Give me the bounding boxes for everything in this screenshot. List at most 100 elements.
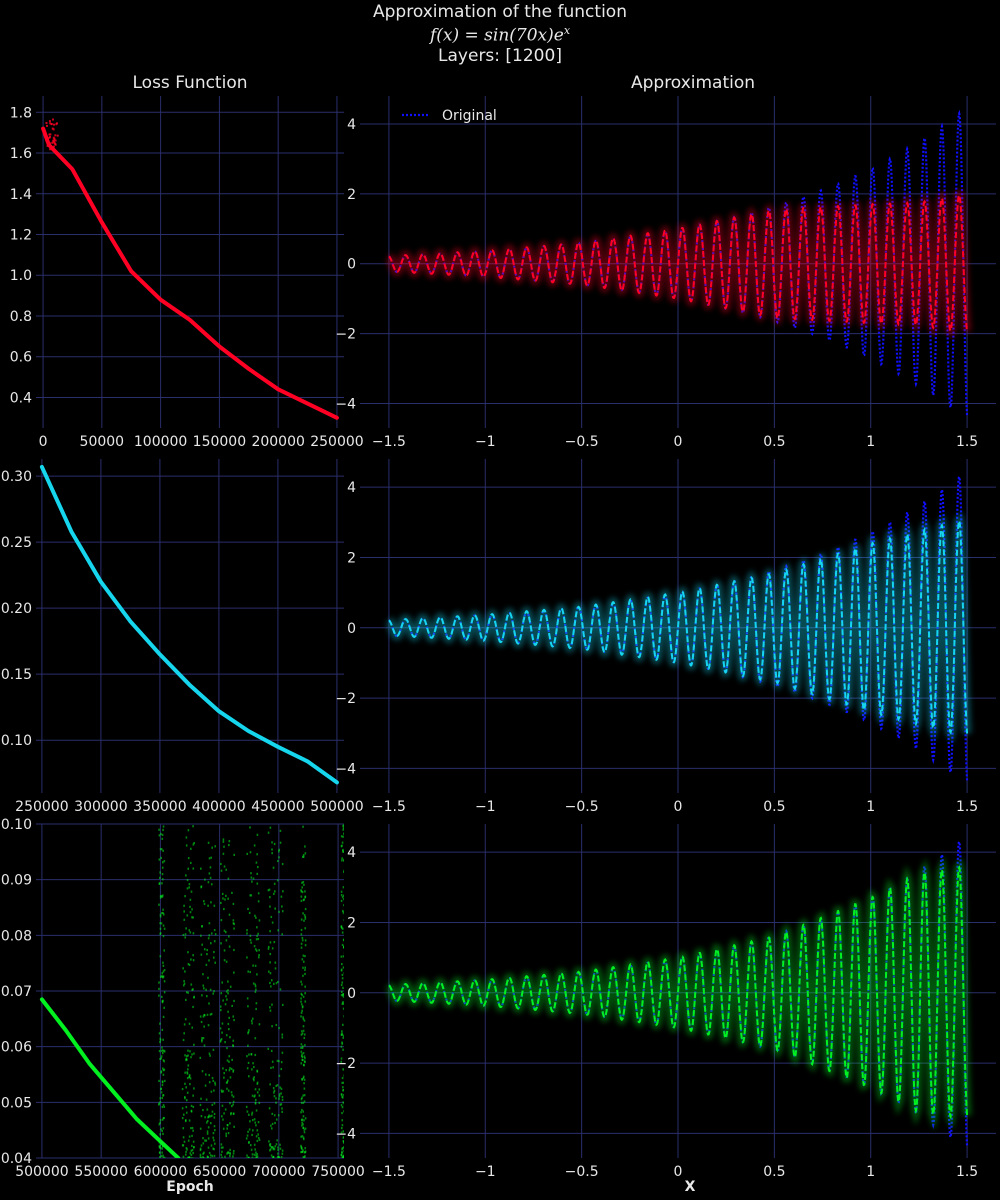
loss-noise-point (269, 941, 272, 944)
loss-noise-point (208, 959, 210, 962)
loss-noise-point (249, 970, 252, 974)
loss-noise-point (246, 1055, 248, 1058)
loss-noise-point (302, 912, 304, 915)
loss-noise-point (277, 1152, 279, 1155)
y-tick-label: 0 (347, 986, 356, 1002)
loss-noise-point (275, 1143, 278, 1146)
plot-area (385, 473, 972, 781)
loss-noise-point (220, 869, 223, 872)
loss-noise-point (275, 1097, 277, 1100)
loss-noise-point (159, 1037, 162, 1040)
x-tick-label: 1.5 (956, 1164, 978, 1180)
loss-noise-point (221, 1156, 223, 1158)
loss-noise-point (48, 142, 51, 145)
loss-noise-point (182, 967, 184, 970)
loss-noise-point (202, 1142, 205, 1145)
loss-noise-point (281, 1110, 283, 1113)
loss-noise-point (256, 1069, 259, 1072)
loss-noise-point (219, 1040, 222, 1043)
loss-noise-point (158, 987, 160, 990)
loss-noise-point (225, 1132, 227, 1135)
loss-curve (39, 997, 181, 1158)
loss-noise-point (231, 1058, 233, 1061)
loss-noise-point (222, 1146, 224, 1149)
loss-noise-point (186, 914, 189, 917)
loss-noise-point (304, 1057, 306, 1060)
loss-noise-point (190, 1110, 193, 1113)
loss-noise-point (246, 956, 248, 959)
loss-noise-point (274, 1121, 276, 1125)
loss-noise-point (206, 953, 208, 956)
loss-noise-point (43, 132, 46, 135)
loss-noise-point (341, 1148, 343, 1151)
loss-noise-point (340, 968, 343, 971)
loss-noise-point (303, 1033, 306, 1036)
loss-noise-point (221, 1031, 223, 1034)
loss-noise-point (211, 1110, 214, 1113)
loss-noise-point (213, 1139, 215, 1142)
x-tick-label: 0.5 (763, 1164, 785, 1180)
loss-noise-point (161, 878, 164, 881)
loss-noise-point (304, 968, 306, 972)
loss-noise-point (162, 1117, 165, 1120)
loss-noise-point (300, 1151, 302, 1154)
loss-noise-point (163, 1049, 165, 1052)
loss-noise-point (186, 1058, 188, 1061)
loss-noise-point (341, 994, 344, 997)
loss-noise-point (251, 1068, 253, 1071)
loss-noise-point (255, 861, 258, 864)
loss-noise-point (300, 899, 303, 902)
loss-noise-point (220, 1089, 223, 1092)
loss-noise-point (271, 1025, 273, 1028)
loss-noise-point (183, 918, 186, 921)
loss-noise-point (227, 1089, 230, 1092)
loss-noise-point (200, 885, 203, 888)
loss-noise-point (246, 997, 249, 1000)
loss-noise-point (278, 1097, 280, 1100)
loss-noise-point (302, 995, 305, 998)
loss-noise-point (224, 1108, 227, 1111)
loss-noise-point (275, 1157, 277, 1158)
loss-noise-point (256, 1091, 259, 1094)
loss-noise-point (213, 1157, 215, 1158)
loss-noise-point (277, 1148, 279, 1152)
loss-noise-point (221, 1090, 223, 1093)
loss-noise-point (203, 1151, 205, 1154)
loss-noise-point (201, 925, 203, 928)
loss-noise-point (269, 981, 271, 985)
loss-noise-point (207, 881, 210, 884)
loss-noise-point (221, 1150, 223, 1153)
loss-noise-point (232, 1155, 234, 1158)
x-tick-label: 1 (866, 434, 875, 450)
loss-noise-point (269, 972, 272, 975)
loss-noise-point (187, 1049, 189, 1052)
loss-noise-point (273, 842, 276, 846)
loss-noise-point (48, 136, 51, 139)
loss-noise-point (206, 1130, 209, 1133)
loss-noise-point (222, 1067, 224, 1070)
loss-noise-point (280, 1067, 283, 1071)
loss-noise-point (252, 1062, 254, 1065)
loss-noise-point (161, 1083, 164, 1087)
loss-noise-point (281, 1003, 284, 1007)
x-tick-label: 400000 (192, 799, 245, 815)
loss-noise-point (300, 1000, 302, 1003)
loss-noise-point (254, 983, 257, 986)
loss-noise-point (163, 860, 166, 863)
loss-noise-point (160, 848, 163, 851)
loss-noise-point (278, 1074, 281, 1077)
loss-noise-point (189, 931, 192, 934)
loss-noise-point (160, 856, 162, 860)
loss-noise-point (227, 1132, 230, 1135)
loss-noise-point (257, 956, 260, 959)
legend-original-label: Original (442, 108, 497, 124)
loss-noise-point (343, 870, 344, 874)
x-tick-label: 0 (39, 434, 48, 450)
loss-noise-point (233, 971, 235, 974)
loss-noise-point (302, 1076, 305, 1080)
loss-noise-point (214, 961, 217, 964)
loss-noise-point (304, 1044, 306, 1047)
plot-area (41, 118, 339, 420)
loss-noise-point (258, 954, 260, 957)
loss-noise-point (341, 1030, 343, 1033)
